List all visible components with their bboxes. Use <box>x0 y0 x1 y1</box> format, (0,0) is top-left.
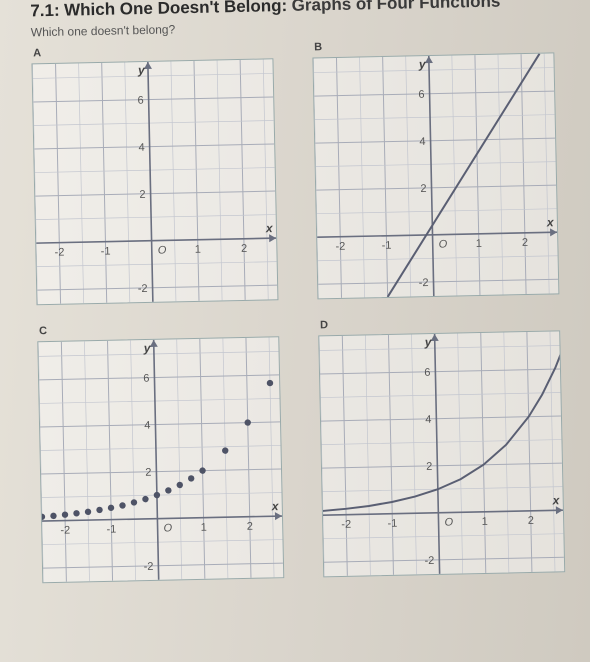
svg-text:x: x <box>546 215 555 229</box>
panel-A: A -2-112-2246Oyx <box>31 40 291 305</box>
svg-text:4: 4 <box>425 414 431 426</box>
svg-text:4: 4 <box>419 136 425 148</box>
svg-text:2: 2 <box>241 243 247 255</box>
svg-text:O: O <box>158 244 167 256</box>
section-number: 7.1: <box>30 1 60 21</box>
svg-text:1: 1 <box>482 516 488 528</box>
title-sub: Graphs of Four Functions <box>291 0 500 15</box>
svg-text:6: 6 <box>143 373 149 385</box>
svg-text:y: y <box>424 335 433 349</box>
svg-text:-1: -1 <box>387 518 397 530</box>
svg-text:2: 2 <box>528 515 534 527</box>
svg-text:6: 6 <box>424 367 430 379</box>
svg-text:4: 4 <box>144 420 150 432</box>
panel-B: B -2-112-2246Oyx <box>312 34 572 299</box>
svg-text:O: O <box>163 522 172 534</box>
svg-text:-1: -1 <box>101 246 111 258</box>
graphs-grid: A -2-112-2246Oyx B -2-112-2246Oyx C -2-1… <box>1 30 590 594</box>
svg-text:-1: -1 <box>382 240 392 252</box>
svg-text:1: 1 <box>476 238 482 250</box>
svg-text:y: y <box>418 57 427 71</box>
svg-text:6: 6 <box>418 89 424 101</box>
svg-text:-2: -2 <box>138 283 148 295</box>
svg-text:x: x <box>265 221 274 235</box>
svg-text:-2: -2 <box>419 277 429 289</box>
svg-text:x: x <box>552 493 561 507</box>
graph-A: -2 -1 1 2 -2 2 4 6 Oy x <box>31 58 278 305</box>
graph-C: -2 -1 1 2 -2 2 4 6 Oy x <box>37 336 284 583</box>
svg-text:-1: -1 <box>106 524 116 536</box>
svg-text:6: 6 <box>137 95 143 107</box>
panel-D: D -2-112-2246Oyx <box>318 312 578 577</box>
svg-text:O: O <box>444 516 453 528</box>
svg-text:2: 2 <box>420 183 426 195</box>
svg-text:-2: -2 <box>335 241 345 253</box>
svg-text:-2: -2 <box>341 519 351 531</box>
svg-text:y: y <box>143 341 152 355</box>
graph-D: -2 -1 1 2 -2 2 4 6 Oy x <box>318 330 565 577</box>
svg-text:2: 2 <box>145 467 151 479</box>
svg-text:-2: -2 <box>54 247 64 259</box>
svg-text:1: 1 <box>201 522 207 534</box>
svg-text:y: y <box>137 63 146 77</box>
svg-text:1: 1 <box>195 244 201 256</box>
title-main: Which One Doesn't Belong: <box>64 0 288 20</box>
svg-text:2: 2 <box>426 461 432 473</box>
svg-text:2: 2 <box>247 521 253 533</box>
panel-C: C -2-112-2246Oyx <box>37 318 297 583</box>
svg-text:x: x <box>271 499 280 513</box>
svg-text:O: O <box>439 239 448 251</box>
svg-text:-2: -2 <box>424 555 434 567</box>
graph-B: -2 -1 1 2 -2 2 4 6 Oy x <box>312 52 559 299</box>
svg-text:2: 2 <box>139 189 145 201</box>
svg-text:2: 2 <box>522 237 528 249</box>
svg-text:-2: -2 <box>60 524 70 536</box>
svg-text:4: 4 <box>138 142 144 154</box>
svg-text:-2: -2 <box>144 561 154 573</box>
